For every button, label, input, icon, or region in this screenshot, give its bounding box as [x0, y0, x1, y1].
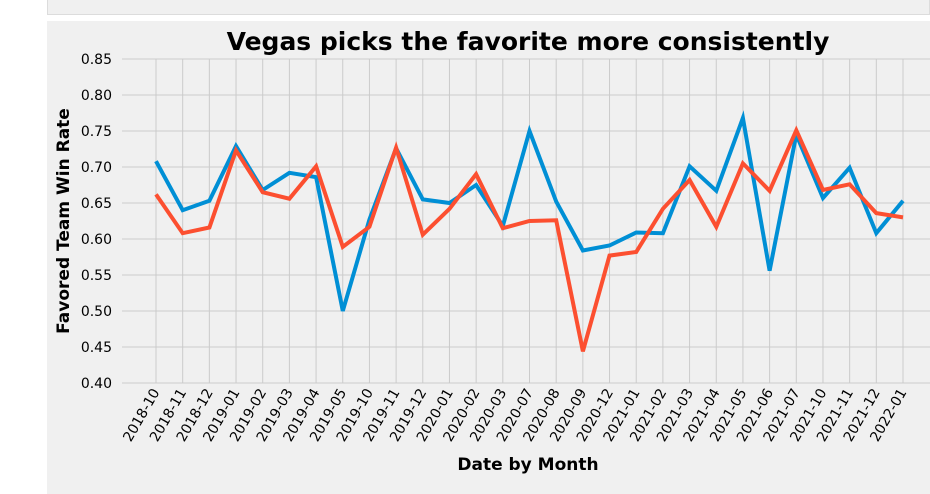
- y-tick-label: 0.65: [81, 196, 112, 212]
- y-tick-label: 0.75: [81, 124, 112, 140]
- chart-panel: [47, 21, 930, 494]
- x-tick-labels: 2018-102018-112018-122019-012019-022019-…: [120, 386, 910, 445]
- y-tick-label: 0.45: [81, 340, 112, 356]
- y-tick-label: 0.50: [81, 304, 112, 320]
- chart-title: Vegas picks the favorite more consistent…: [227, 27, 830, 56]
- y-tick-label: 0.70: [81, 160, 112, 176]
- y-tick-labels: 0.40 0.45 0.50 0.55 0.60 0.65 0.70 0.75 0.80 0.85: [81, 52, 112, 392]
- y-tick-label: 0.85: [81, 52, 112, 68]
- y-tick-label: 0.40: [81, 376, 112, 392]
- y-tick-label: 0.55: [81, 268, 112, 284]
- y-tick-label: 0.60: [81, 232, 112, 248]
- series-2-points: [155, 130, 904, 352]
- series-lines: [154, 110, 905, 352]
- y-axis-label: Favored Team Win Rate: [54, 108, 74, 334]
- x-axis-label: Date by Month: [457, 455, 598, 475]
- y-tick-label: 0.80: [81, 88, 112, 104]
